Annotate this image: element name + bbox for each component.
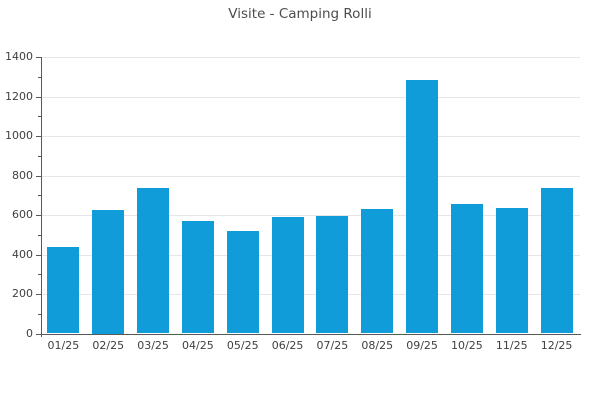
gridline bbox=[41, 96, 580, 98]
y-minor-tick bbox=[38, 195, 41, 197]
y-major-tick bbox=[35, 333, 41, 335]
x-tick-label: 06/25 bbox=[271, 339, 304, 352]
y-major-tick bbox=[35, 215, 41, 216]
x-tick-label: 04/25 bbox=[182, 339, 214, 352]
x-tick-label: 10/25 bbox=[451, 339, 483, 352]
bar bbox=[226, 230, 259, 334]
chart-title: Visite - Camping Rolli bbox=[228, 6, 372, 22]
bar bbox=[406, 79, 439, 334]
y-tick-label: 800 bbox=[12, 168, 33, 182]
bar bbox=[271, 216, 304, 334]
gridline bbox=[41, 294, 580, 295]
gridline bbox=[41, 254, 580, 256]
x-tick-label: 05/25 bbox=[226, 339, 259, 352]
bar bbox=[495, 208, 528, 334]
y-minor-tick bbox=[38, 116, 41, 118]
y-major-tick bbox=[35, 294, 41, 295]
y-tick-label: 1200 bbox=[5, 89, 33, 103]
y-major-tick bbox=[35, 57, 41, 58]
x-axis-line bbox=[41, 333, 581, 335]
x-tick-label: 03/25 bbox=[137, 339, 169, 352]
y-major-tick bbox=[35, 254, 41, 256]
bar bbox=[181, 220, 214, 334]
x-tick-label: 02/25 bbox=[92, 339, 125, 352]
y-axis-line bbox=[41, 56, 42, 337]
y-tick-label: 1400 bbox=[5, 50, 33, 63]
y-minor-tick bbox=[38, 76, 41, 78]
x-tick-label: 09/25 bbox=[406, 339, 438, 352]
gridline bbox=[41, 175, 580, 177]
gridline bbox=[41, 136, 580, 137]
x-tick-label: 01/25 bbox=[47, 339, 80, 352]
bar bbox=[361, 209, 394, 334]
bar bbox=[450, 204, 483, 334]
y-minor-tick bbox=[38, 313, 41, 315]
gridline bbox=[41, 57, 580, 58]
y-tick-label: 200 bbox=[12, 287, 33, 300]
y-major-tick bbox=[35, 175, 41, 177]
x-tick-label: 08/25 bbox=[361, 339, 394, 352]
y-minor-tick bbox=[38, 274, 41, 276]
bar bbox=[92, 210, 125, 334]
bar bbox=[316, 215, 349, 334]
bar bbox=[540, 188, 573, 334]
y-minor-tick bbox=[38, 234, 41, 236]
gridline bbox=[41, 215, 580, 216]
x-tick-label: 11/25 bbox=[495, 339, 528, 352]
y-tick-label: 0 bbox=[26, 326, 33, 340]
x-tick-label: 07/25 bbox=[316, 339, 349, 352]
y-tick-label: 1000 bbox=[5, 129, 33, 142]
y-tick-label: 600 bbox=[12, 208, 33, 221]
y-major-tick bbox=[35, 136, 41, 137]
y-major-tick bbox=[35, 96, 41, 98]
bar bbox=[137, 188, 170, 334]
y-minor-tick bbox=[38, 155, 41, 157]
x-tick-label: 12/25 bbox=[540, 339, 573, 352]
y-tick-label: 400 bbox=[12, 247, 33, 261]
bar bbox=[47, 246, 80, 334]
